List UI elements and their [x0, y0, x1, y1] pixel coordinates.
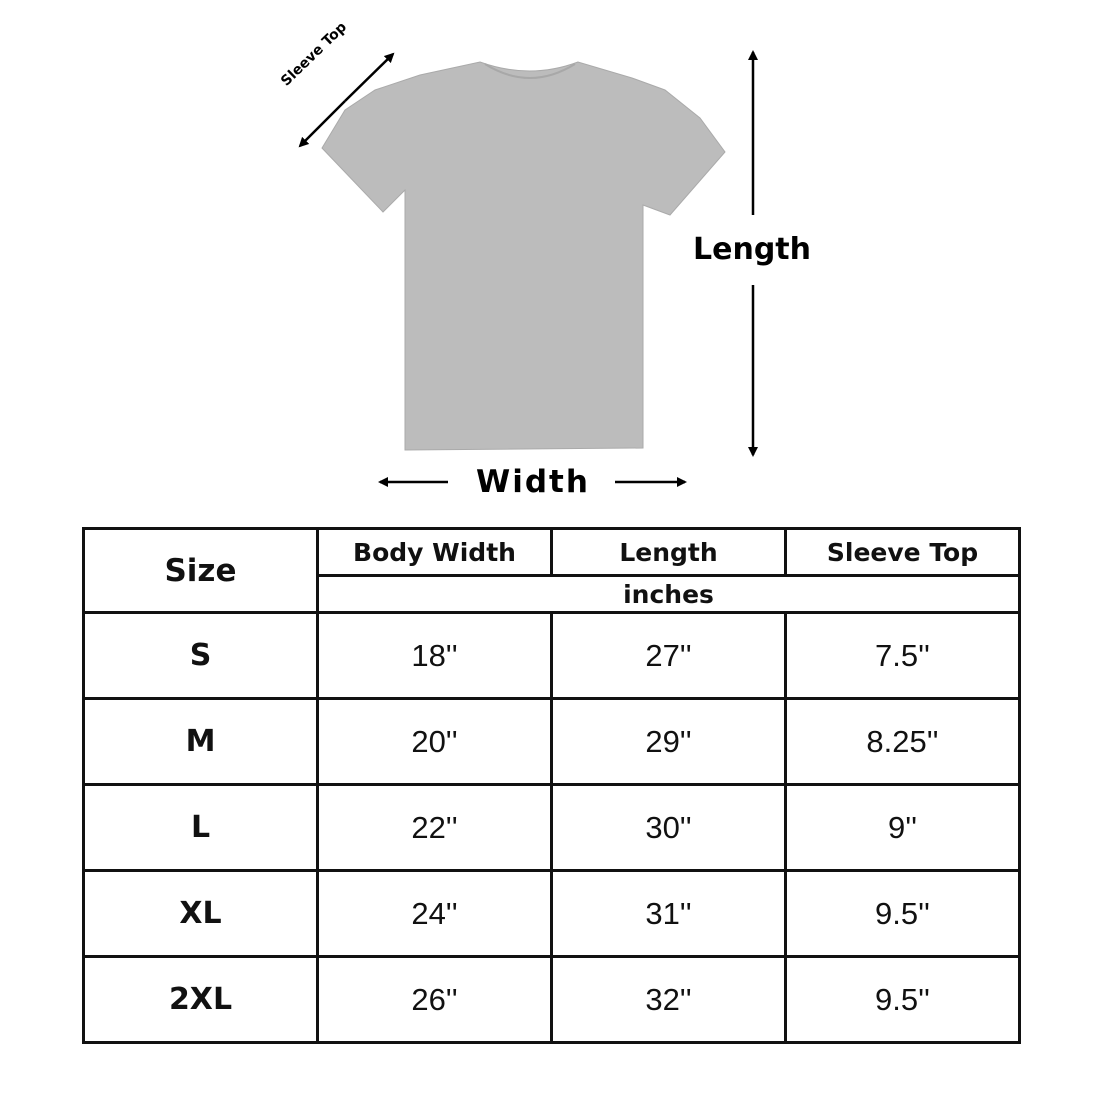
length-cell: 32'' — [550, 955, 787, 1044]
header-body-width: Body Width — [316, 527, 553, 577]
width-label: Width — [476, 464, 590, 500]
sleeve-top-cell: 9.5'' — [784, 869, 1021, 958]
size-cell: L — [82, 783, 319, 872]
table-row: S 18'' 27'' 7.5'' — [82, 611, 1021, 700]
header-sleeve-top: Sleeve Top — [784, 527, 1021, 577]
sleeve-arrow — [344, 52, 395, 102]
size-chart-table: Size Body Width Length Sleeve Top inches… — [82, 527, 1021, 1044]
unit-row: inches — [84, 574, 1021, 614]
sleeve-top-cell: 9.5'' — [784, 955, 1021, 1044]
length-cell: 31'' — [550, 869, 787, 958]
length-cell: 29'' — [550, 697, 787, 786]
body-width-cell: 22'' — [316, 783, 553, 872]
size-cell: S — [82, 611, 319, 700]
size-cell: 2XL — [82, 955, 319, 1044]
table-row: M 20'' 29'' 8.25'' — [82, 697, 1021, 786]
table-row: XL 24'' 31'' 9.5'' — [82, 869, 1021, 958]
header-size: Size — [82, 527, 319, 614]
length-cell: 30'' — [550, 783, 787, 872]
table-row: L 22'' 30'' 9'' — [82, 783, 1021, 872]
size-cell: M — [82, 697, 319, 786]
body-width-cell: 20'' — [316, 697, 553, 786]
sleeve-top-cell: 7.5'' — [784, 611, 1021, 700]
body-width-cell: 24'' — [316, 869, 553, 958]
body-width-cell: 18'' — [316, 611, 553, 700]
body-width-cell: 26'' — [316, 955, 553, 1044]
header-row: Size Body Width Length Sleeve Top — [82, 527, 1021, 614]
header-length: Length — [550, 527, 787, 577]
length-cell: 27'' — [550, 611, 787, 700]
length-label: Length — [693, 232, 811, 267]
tshirt-image — [321, 61, 726, 451]
sleeve-top-cell: 8.25'' — [784, 697, 1021, 786]
tshirt-diagram — [298, 50, 758, 487]
size-cell: XL — [82, 869, 319, 958]
table-row: 2XL 26'' 32'' 9.5'' — [82, 955, 1021, 1044]
header-unit: inches — [316, 574, 1021, 614]
sleeve-top-cell: 9'' — [784, 783, 1021, 872]
